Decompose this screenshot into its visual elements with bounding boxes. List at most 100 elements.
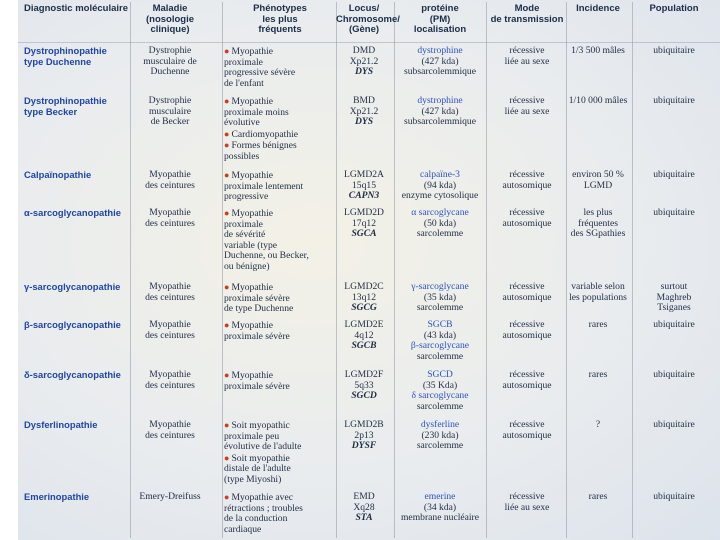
protein-cell-line: (35 kda) [423, 291, 457, 303]
protein-cell-line: sarcolemme [416, 228, 464, 240]
column-header-line: Diagnostic moléculaire [24, 3, 129, 14]
disease-cell: Myopathie des ceintures [130, 169, 210, 191]
transmission-cell-line: récessive [509, 169, 545, 180]
diagnostic-cell-line: γ-sarcoglycanopathie [24, 281, 121, 292]
protein-cell-line: (50 kda) [423, 217, 457, 229]
protein-cell-line: δ sarcoglycane [411, 390, 469, 402]
population-cell-line: ubiquitaire [653, 95, 695, 106]
incidence-cell: environ 50 % LGMD [566, 169, 630, 191]
diagnostic-cell-line: Dystrophinopathie [24, 95, 107, 106]
disease-cell-line: des ceintures [145, 429, 195, 441]
population-cell: ubiquitaire [634, 491, 714, 503]
column-header: Population [634, 3, 714, 15]
disease-cell-line: de Becker [150, 116, 190, 128]
incidence-cell-line: des SGpathies [570, 228, 626, 240]
transmission-cell-line: autosomique [502, 179, 552, 191]
column-header: protéine (PM) localisation [396, 3, 484, 36]
phenotype-cell: ● Myopathie proximale sévère de type Duchen… [224, 282, 336, 315]
protein-cell: emerine (34 kda) membrane nucléaire [396, 491, 484, 524]
protein-cell: α sarcoglycane (50 kda) sarcolemme [396, 207, 484, 240]
phenotype-cell: ● Myopathie avec rétractions ; troubles de … [224, 492, 336, 535]
header-divider [18, 42, 720, 43]
incidence-cell-line: ? [595, 419, 601, 430]
column-divider [130, 2, 131, 538]
protein-cell-line: emerine [424, 491, 456, 502]
phenotype-cell: ● Myopathie proximale lentement progressive [224, 170, 336, 203]
phenotype-text: Myopathie avec [231, 492, 293, 503]
population-cell-line: ubiquitaire [653, 369, 695, 380]
transmission-cell: récessive autosomique [488, 281, 566, 303]
disease-cell-line: Dystrophie [148, 45, 192, 56]
population-cell-line: Tsiganes [657, 302, 691, 314]
phenotype-line: proximale moins [224, 106, 289, 118]
column-header-line: Incidence [576, 3, 620, 14]
locus-cell: LGMD2D 17q12 SGCA [336, 207, 392, 240]
locus-cell-line: SGCD [351, 390, 377, 402]
transmission-cell-line: liée au sexe [504, 55, 550, 67]
column-header-line: Mode [514, 3, 540, 14]
disease-cell-line: des ceintures [145, 291, 195, 303]
population-cell: ubiquitaire [634, 95, 714, 107]
locus-cell-line: 2p13 [354, 429, 374, 441]
phenotype-cell: ● Myopathie proximale sévère [224, 320, 336, 342]
bullet-icon: ● [224, 170, 230, 180]
bullet-icon: ● [224, 128, 230, 139]
phenotype-text: Myopathie [231, 320, 274, 331]
diagnostic-cell-line: Emerinopathie [24, 491, 90, 502]
column-divider [566, 2, 567, 538]
population-cell: ubiquitaire [634, 419, 714, 431]
protein-cell-line: SGCB [427, 319, 453, 330]
phenotype-line: (type Miyoshi) [224, 473, 282, 485]
diagnostic-cell-line: β-sarcoglycanopathie [24, 319, 121, 330]
incidence-cell-line: environ 50 % [572, 169, 624, 180]
phenotype-line: ou bénigne) [224, 260, 270, 272]
diagnostic-cell: α-sarcoglycanopathie [24, 207, 130, 219]
diagnostic-cell-line: δ-sarcoglycanopathie [24, 369, 121, 380]
diagnostic-cell: γ-sarcoglycanopathie [24, 281, 130, 293]
protein-cell: dystrophine (427 kda) subsarcolemmique [396, 45, 484, 78]
bullet-icon: ● [224, 96, 230, 106]
population-cell-line: ubiquitaire [653, 419, 695, 430]
population-cell-line: ubiquitaire [653, 319, 695, 330]
locus-cell-line: DYS [354, 66, 374, 78]
bullet-icon: ● [224, 370, 230, 380]
phenotype-line: progressive [224, 191, 269, 203]
population-cell-line: ubiquitaire [653, 207, 695, 218]
transmission-cell-line: récessive [509, 491, 545, 502]
bullet-icon: ● [224, 140, 230, 151]
disease-cell-line: Myopathie [149, 169, 191, 180]
transmission-cell-line: récessive [509, 319, 545, 330]
column-header-line: Chromosome/ [336, 13, 400, 25]
phenotype-line: cardiaque [224, 523, 262, 535]
protein-cell-line: α sarcoglycane [411, 207, 469, 218]
disease-cell-line: Emery-Dreifuss [139, 491, 201, 502]
locus-cell-line: LGMD2D [344, 207, 384, 218]
locus-cell-line: DYS [354, 116, 374, 128]
diagnostic-cell: Dystrophinopathie type Duchenne [24, 45, 130, 67]
disease-cell-line: des ceintures [145, 179, 195, 191]
transmission-cell-line: autosomique [502, 429, 552, 441]
phenotype-line: proximale sévère [224, 330, 290, 342]
population-cell: ubiquitaire [634, 169, 714, 181]
transmission-cell-line: liée au sexe [504, 501, 550, 513]
protein-cell: calpaïne-3 (94 kda) enzyme cytosolique [396, 169, 484, 202]
phenotype-line: ● Myopathie [224, 370, 336, 382]
column-header-line: Maladie [152, 3, 188, 14]
column-header-line: fréquents [258, 24, 302, 35]
transmission-cell-line: récessive [509, 419, 545, 430]
protein-cell-line: enzyme cytosolique [401, 190, 479, 202]
disease-cell-line: Myopathie [149, 281, 191, 292]
diagnostic-cell: δ-sarcoglycanopathie [24, 369, 130, 381]
population-cell: surtout Maghreb Tsiganes [634, 281, 714, 314]
phenotype-text: Myopathie [231, 370, 274, 381]
disease-cell: Myopathie des ceintures [130, 319, 210, 341]
protein-cell-line: sarcolemme [416, 440, 464, 452]
column-divider [632, 2, 633, 538]
phenotype-text: Myopathie [231, 46, 274, 57]
transmission-cell: récessive liée au sexe [488, 45, 566, 67]
population-cell: ubiquitaire [634, 369, 714, 381]
column-divider [222, 2, 223, 538]
bullet-icon: ● [224, 452, 230, 463]
incidence-cell: variable selon les populations [566, 281, 630, 303]
incidence-cell-line: les populations [569, 291, 627, 303]
